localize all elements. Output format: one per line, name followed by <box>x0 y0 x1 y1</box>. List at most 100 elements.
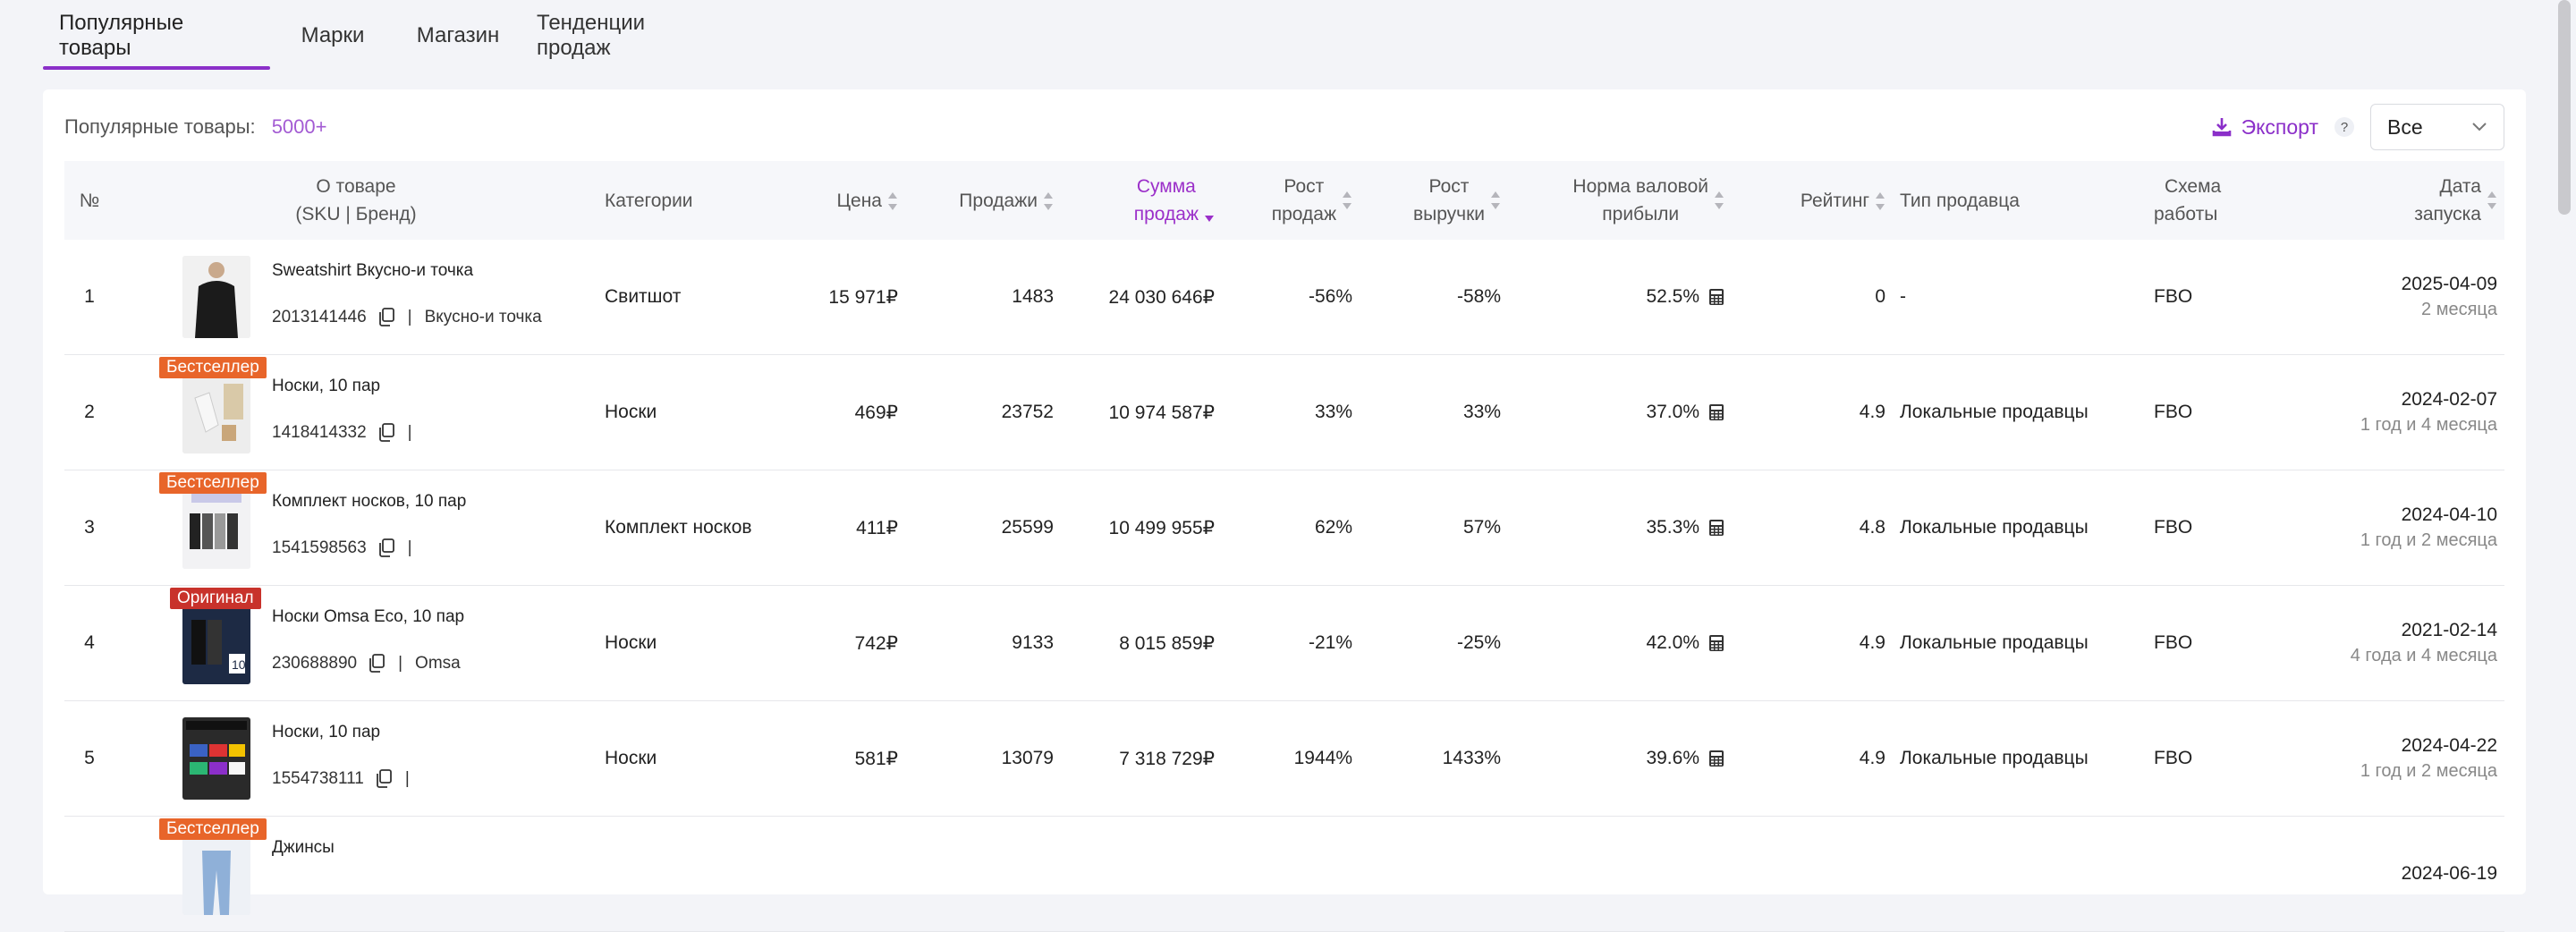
table-row[interactable]: Бестселлер Джинсы 2024-06-19 <box>64 817 2504 932</box>
rating-cell: 4.9 <box>1859 748 1885 768</box>
margin-cell <box>1508 817 1732 932</box>
row-index: 4 <box>84 632 95 653</box>
table-row[interactable]: 2 Бестселлер Носки, 10 пар 1418414332 | … <box>64 355 2504 470</box>
calculator-icon[interactable] <box>1708 403 1724 421</box>
products-table: № О товаре (SKU | Бренд) Категории Цена П… <box>64 161 2504 932</box>
export-button[interactable]: Экспорт <box>2211 115 2318 140</box>
product-name[interactable]: Sweatshirt Вкусно-и точка <box>272 261 474 280</box>
category-cell: Носки <box>605 748 657 768</box>
col-price[interactable]: Цена <box>805 161 905 240</box>
col-rating[interactable]: Рейтинг <box>1732 161 1893 240</box>
scheme-cell: FBO <box>2154 632 2193 653</box>
sales-cell: 25599 <box>1001 517 1054 538</box>
col-launch-date[interactable]: Дата запуска <box>2263 161 2504 240</box>
sales-growth-cell: -21% <box>1308 632 1352 653</box>
panel-header: Популярные товары: 5000+ Экспорт ? Все <box>64 102 2504 152</box>
product-cell: Оригинал 10 Носки Omsa Eco, 10 пар 23068… <box>114 586 597 701</box>
tab-sales-trends[interactable]: Тенденции продаж <box>537 11 646 60</box>
sort-icon <box>1876 191 1885 210</box>
tab-popular-products[interactable]: Популярные товары <box>43 0 270 72</box>
launch-date-cell: 2025-04-09 2 месяца <box>2401 274 2497 319</box>
col-sales-growth[interactable]: Рост продаж <box>1222 161 1360 240</box>
category-cell <box>597 817 805 932</box>
copy-icon[interactable] <box>375 769 393 789</box>
col-gross-margin[interactable]: Норма валовой прибыли <box>1508 161 1732 240</box>
category-cell: Носки <box>605 402 657 422</box>
sales-cell <box>905 817 1061 932</box>
product-cell: Sweatshirt Вкусно-и точка 2013141446 | В… <box>114 240 597 355</box>
table-row[interactable]: 1 Sweatshirt Вкусно-и точка 2013141446 |… <box>64 240 2504 355</box>
product-name[interactable]: Джинсы <box>272 838 335 857</box>
calculator-icon[interactable] <box>1708 634 1724 652</box>
scheme-cell: FBO <box>2154 402 2193 422</box>
launch-date-cell: 2024-02-07 1 год и 4 месяца <box>2360 389 2497 435</box>
price-cell <box>805 817 905 932</box>
product-image[interactable] <box>182 717 250 800</box>
sort-icon <box>1044 191 1053 210</box>
product-sku: 1541598563 <box>272 538 367 557</box>
table-row[interactable]: 4 Оригинал 10 Носки Omsa Eco, 10 пар 230… <box>64 586 2504 701</box>
copy-icon[interactable] <box>377 423 395 443</box>
col-revenue-growth[interactable]: Рост выручки <box>1360 161 1508 240</box>
revenue-growth-cell: -25% <box>1456 632 1501 653</box>
tab-store[interactable]: Магазин <box>416 23 500 47</box>
filter-value: Все <box>2387 114 2423 139</box>
scrollbar-thumb[interactable] <box>2558 0 2571 215</box>
product-name[interactable]: Носки Omsa Eco, 10 пар <box>272 607 465 626</box>
product-name[interactable]: Носки, 10 пар <box>272 723 381 741</box>
col-category: Категории <box>605 190 693 211</box>
product-brand[interactable]: Вкусно-и точка <box>424 308 542 326</box>
tab-brands[interactable]: Марки <box>301 23 365 47</box>
sort-icon <box>1491 191 1500 209</box>
help-icon[interactable]: ? <box>2334 117 2354 137</box>
category-cell: Носки <box>605 632 657 653</box>
sales-cell: 1483 <box>1012 286 1054 307</box>
product-cell: Бестселлер Комплект носков, 10 пар 15415… <box>114 470 597 586</box>
product-image[interactable] <box>182 371 250 453</box>
scheme-cell: FBO <box>2154 748 2193 768</box>
product-sku: 1554738111 <box>272 769 364 788</box>
product-image[interactable] <box>182 833 250 915</box>
copy-icon[interactable] <box>368 654 386 674</box>
seller-type-cell: Локальные продавцы <box>1900 632 2089 653</box>
seller-type-cell: Локальные продавцы <box>1900 402 2089 422</box>
rating-cell: 4.9 <box>1859 632 1885 653</box>
sales-growth-cell: -56% <box>1308 286 1352 307</box>
product-brand[interactable]: Omsa <box>415 654 461 673</box>
result-count: 5000+ <box>271 115 327 138</box>
revenue-growth-cell: 57% <box>1462 517 1501 538</box>
revenue-growth-cell: -58% <box>1456 286 1501 307</box>
price-cell: 469₽ <box>854 402 898 423</box>
seller-type-cell: - <box>1900 286 1906 307</box>
product-name[interactable]: Комплект носков, 10 пар <box>272 492 467 511</box>
page-scrollbar[interactable] <box>2549 0 2576 864</box>
revenue-cell: 24 030 646₽ <box>1108 286 1215 308</box>
seller-filter-select[interactable]: Все <box>2370 104 2504 150</box>
sort-desc-icon <box>1205 216 1214 222</box>
sort-icon <box>2487 191 2496 209</box>
col-revenue[interactable]: Сумма продаж <box>1061 161 1222 240</box>
sales-growth-cell: 1944% <box>1293 748 1352 768</box>
product-image[interactable] <box>182 487 250 569</box>
copy-icon[interactable] <box>377 308 395 327</box>
margin-cell: 39.6% <box>1508 701 1732 817</box>
product-image[interactable]: 10 <box>182 602 250 684</box>
launch-date-cell: 2024-04-10 1 год и 2 месяца <box>2360 504 2497 550</box>
product-sku: 230688890 <box>272 654 358 673</box>
scheme-cell: FBO <box>2154 517 2193 538</box>
table-row[interactable]: 5 Носки, 10 пар 1554738111 | Носки 581₽ … <box>64 701 2504 817</box>
category-cell: Комплект носков <box>605 517 752 538</box>
calculator-icon[interactable] <box>1708 750 1724 767</box>
copy-icon[interactable] <box>377 538 395 558</box>
product-image[interactable] <box>182 256 250 338</box>
product-name[interactable]: Носки, 10 пар <box>272 377 381 395</box>
calculator-icon[interactable] <box>1708 519 1724 537</box>
revenue-cell: 8 015 859₽ <box>1119 632 1215 654</box>
margin-cell: 42.0% <box>1508 586 1732 701</box>
sort-icon <box>888 191 897 210</box>
calculator-icon[interactable] <box>1708 288 1724 306</box>
revenue-cell: 7 318 729₽ <box>1119 748 1215 769</box>
products-panel: Популярные товары: 5000+ Экспорт ? Все №… <box>43 89 2526 932</box>
col-sales[interactable]: Продажи <box>905 161 1061 240</box>
table-row[interactable]: 3 Бестселлер Комплект носков, 10 пар 154… <box>64 470 2504 586</box>
